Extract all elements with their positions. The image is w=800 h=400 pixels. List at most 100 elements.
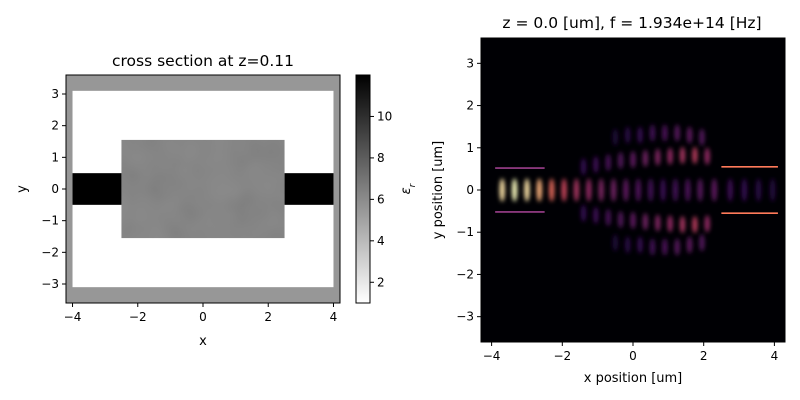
left-chart-title: cross section at z=0.11 [112, 52, 294, 70]
field-lobe [711, 178, 717, 202]
field-lobe [593, 156, 599, 174]
field-lobe [536, 178, 542, 202]
field-lobe [655, 214, 661, 232]
field-lobe [586, 178, 592, 202]
field-lobe [605, 208, 611, 226]
left-y-axis-label: y [15, 185, 30, 193]
field-lobe [610, 178, 617, 202]
field-lobe [630, 151, 636, 169]
left-x-axis: −4 −2 0 2 4 [64, 303, 337, 324]
field-lobe [692, 146, 698, 164]
y-tick-label: −1 [41, 214, 59, 228]
field-lobe [635, 178, 641, 202]
field-lobe [685, 178, 691, 202]
field-lobe [674, 238, 680, 256]
y-tick-label: 3 [466, 56, 474, 70]
field-lobe [617, 151, 624, 169]
right-x-axis-label: x position [um] [584, 371, 683, 386]
y-tick-label: −2 [41, 245, 59, 259]
field-lobe [769, 178, 776, 202]
colorbar-label: εr [399, 182, 418, 194]
colorbar: 2 4 6 8 10 εr [355, 74, 418, 304]
colorbar-tick-label: 6 [377, 192, 385, 206]
field-lobe [612, 234, 618, 252]
field-lobe [704, 147, 710, 165]
left-waveguide [72, 173, 122, 205]
field-lobe [649, 124, 656, 142]
field-lobe [617, 211, 624, 229]
field-lobe [637, 236, 643, 254]
field-lobe [660, 178, 666, 202]
field-lobe [741, 178, 747, 202]
field-lobe [672, 178, 679, 202]
cross-section-panel: cross section at z=0.11 −4 −2 0 2 4 −3 −2 −1 0 1… [15, 52, 341, 349]
colorbar-gradient [355, 74, 371, 304]
field-lobe [679, 146, 686, 164]
right-waveguide [284, 173, 334, 205]
field-lobe [727, 178, 733, 202]
y-tick-label: 0 [466, 183, 474, 197]
field-lobe [679, 216, 686, 234]
x-tick-label: 4 [771, 349, 779, 363]
field-background [481, 38, 785, 342]
field-lobe [692, 216, 698, 234]
field-lobe [605, 154, 611, 172]
left-x-axis-label: x [199, 334, 207, 349]
y-tick-label: 0 [51, 182, 59, 196]
field-lobe [686, 126, 693, 144]
field-panel: z = 0.0 [um], f = 1.934e+14 [Hz] −4 −2 0 2 4… [431, 14, 786, 386]
field-lobe [662, 124, 668, 142]
field-lobe [674, 124, 680, 142]
x-tick-label: 2 [700, 349, 708, 363]
field-lobe [573, 178, 580, 202]
field-lobe [499, 178, 505, 202]
y-tick-label: −2 [456, 267, 474, 281]
field-lobe [623, 178, 629, 202]
y-tick-label: 1 [466, 141, 474, 155]
field-lobe [524, 178, 530, 202]
field-lobe [580, 204, 587, 222]
right-y-axis-label: y position [um] [431, 141, 446, 240]
field-lobe [630, 211, 636, 229]
right-y-axis: −3 −2 −1 0 1 2 3 [456, 56, 481, 324]
field-lobe [642, 213, 649, 231]
y-tick-label: 2 [51, 119, 59, 133]
right-x-axis: −4 −2 0 2 4 [483, 342, 778, 363]
x-tick-label: 0 [199, 310, 207, 324]
field-lobe [625, 236, 631, 254]
field-lobe [667, 215, 673, 233]
field-lobe [593, 206, 599, 224]
colorbar-tick-label: 2 [377, 275, 385, 289]
field-lobe [561, 178, 567, 202]
x-tick-label: −4 [483, 349, 501, 363]
field-lobe [686, 236, 693, 254]
field-lobe [667, 147, 673, 165]
field-lobe [612, 128, 618, 146]
y-tick-label: −1 [456, 225, 474, 239]
y-tick-label: 1 [51, 150, 59, 164]
field-lobe [662, 238, 668, 256]
field-lobe [642, 149, 649, 167]
field-lobe [649, 238, 656, 256]
field-lobe [699, 234, 705, 252]
y-tick-label: 3 [51, 87, 59, 101]
field-lobe [598, 178, 604, 202]
x-tick-label: 2 [264, 310, 272, 324]
left-y-axis: −3 −2 −1 0 1 2 3 [41, 87, 66, 291]
x-tick-label: −4 [64, 310, 82, 324]
y-tick-label: −3 [41, 277, 59, 291]
field-lobe [637, 126, 643, 144]
colorbar-tick-label: 4 [377, 234, 385, 248]
colorbar-tick-label: 10 [377, 109, 392, 123]
right-chart-title: z = 0.0 [um], f = 1.934e+14 [Hz] [502, 14, 761, 32]
field-lobe [648, 178, 654, 202]
field-lobe [655, 148, 661, 166]
x-tick-label: 0 [629, 349, 637, 363]
field-lobe [580, 158, 587, 176]
field-lobe [755, 178, 762, 202]
field-lobes [499, 124, 776, 256]
field-lobe [699, 128, 705, 146]
field-lobe [697, 178, 703, 202]
field-lobe [625, 126, 631, 144]
